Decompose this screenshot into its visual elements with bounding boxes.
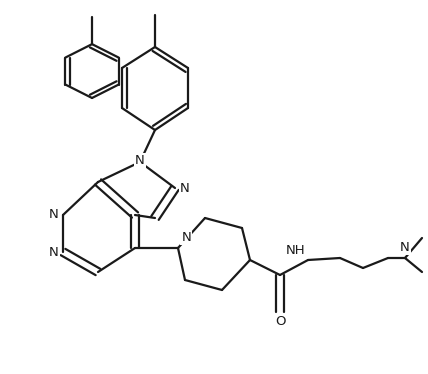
Text: N: N	[180, 181, 190, 194]
Text: N: N	[49, 245, 59, 258]
Text: O: O	[275, 315, 285, 328]
Text: N: N	[135, 154, 145, 167]
Text: N: N	[181, 230, 191, 243]
Text: N: N	[49, 208, 59, 221]
Text: NH: NH	[286, 244, 306, 257]
Text: N: N	[400, 240, 410, 254]
